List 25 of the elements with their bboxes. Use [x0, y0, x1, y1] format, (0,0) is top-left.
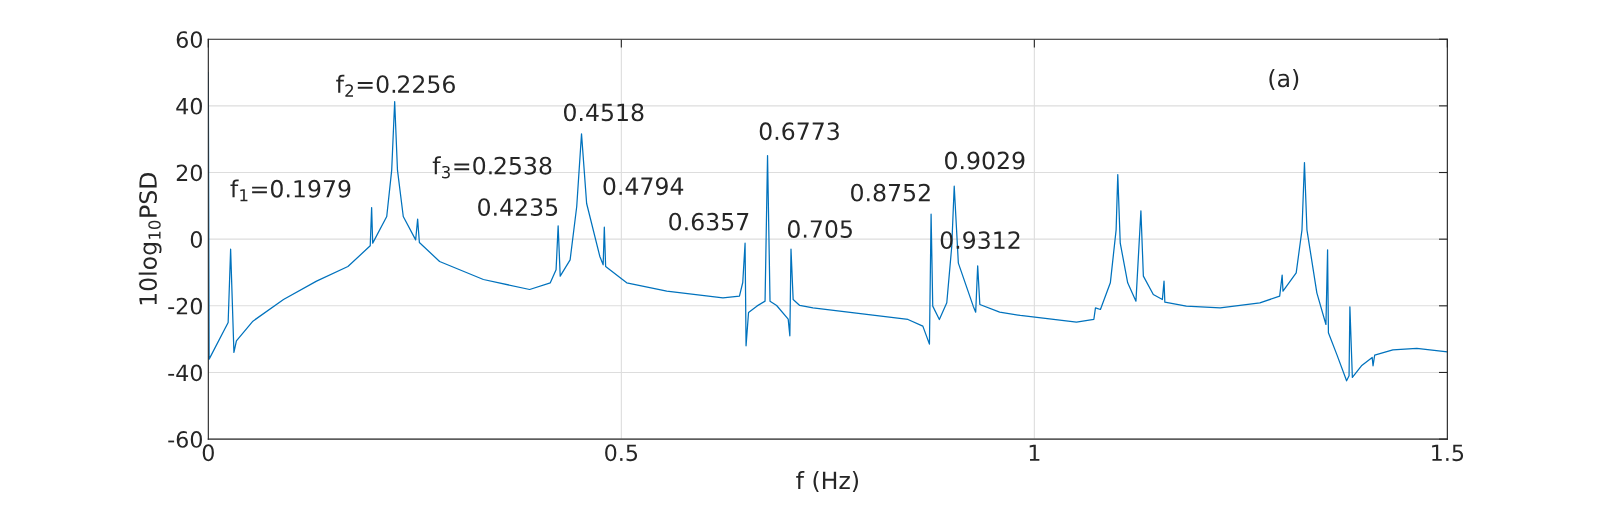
annotation: f$_{1}$=0.1979 — [230, 179, 351, 202]
x-tick-label: 1 — [1029, 444, 1040, 461]
y-tick-label: 60 — [176, 31, 202, 48]
x-tick-label: 0.5 — [605, 444, 638, 462]
y-tick-label: 0 — [190, 231, 202, 248]
x-axis-title: f (Hz) — [796, 471, 859, 493]
y-tick-label: -60 — [168, 431, 202, 448]
x-tick-label: 0 — [202, 444, 214, 462]
y-tick-label: 40 — [176, 97, 202, 115]
x-tick-label: 1.5 — [1432, 444, 1464, 462]
annotation: 0.9029 — [945, 151, 1025, 170]
y-tick-label: -20 — [168, 297, 202, 315]
annotation: 0.4235 — [478, 198, 558, 217]
annotation: 0.6357 — [669, 212, 749, 231]
y-tick-label: 20 — [176, 164, 202, 182]
y-axis-title: 10log$_{10}$PSD — [138, 172, 162, 305]
annotation: 0.8752 — [851, 183, 930, 202]
annotation: (a) — [1269, 69, 1299, 91]
annotation: 0.4518 — [563, 103, 644, 122]
annotation: 0.6773 — [759, 122, 839, 141]
annotation: 0.4794 — [603, 177, 684, 196]
y-tick-label: -40 — [168, 364, 202, 382]
annotation: f$_{2}$=0.2256 — [336, 74, 455, 97]
annotation: f$_{3}$=0.2538 — [432, 156, 552, 179]
annotation: 0.705 — [787, 220, 852, 238]
